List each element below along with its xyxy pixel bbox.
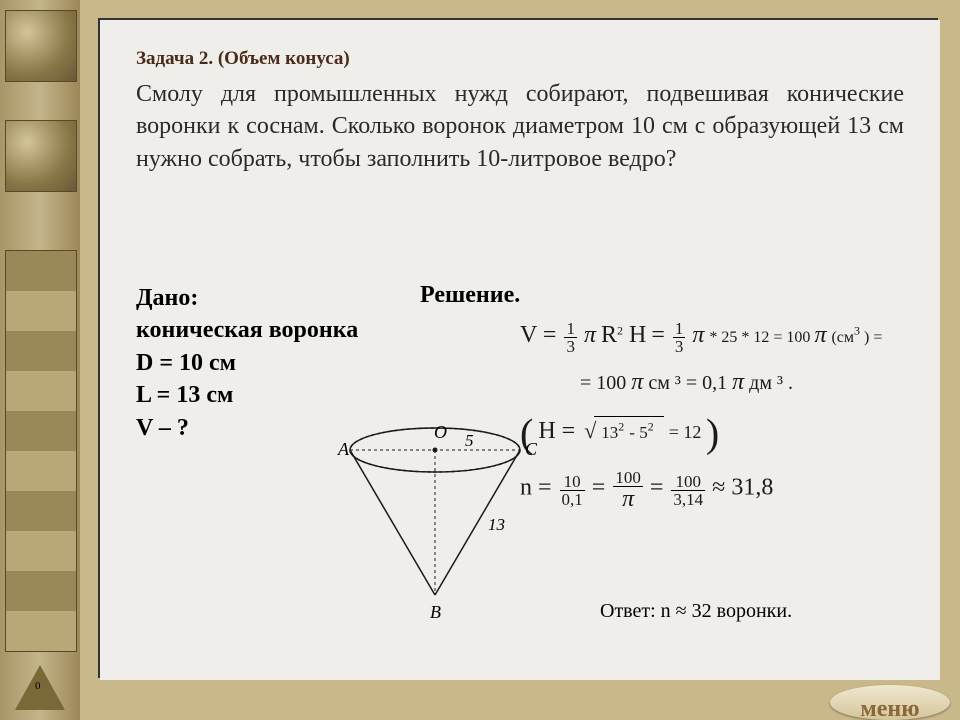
solution-body: V = 13 π R2 H = 13 π * 25 * 12 = 100 π (…	[520, 320, 882, 523]
text: см ³ = 0,1	[648, 372, 727, 394]
solution-header: Решение.	[420, 282, 520, 309]
text: ) =	[860, 329, 882, 346]
sidebar-pattern	[5, 250, 77, 652]
problem-card: Задача 2. (Объем конуса) Смолу для промы…	[100, 20, 940, 680]
text: = 100	[580, 372, 631, 394]
fraction: 100,1	[560, 473, 585, 508]
text: =	[651, 322, 671, 348]
text: - 5	[629, 423, 647, 442]
fraction: 13	[673, 320, 686, 355]
cone-diagram: A C O B 5 13	[330, 420, 550, 630]
label-A: A	[337, 439, 350, 459]
height-formula: ( H = √ 132 - 52 = 12 )	[520, 416, 882, 447]
label-radius: 5	[465, 431, 474, 450]
pi-symbol: π	[692, 322, 704, 348]
text: (см	[831, 329, 854, 346]
text: ≈ 31,8	[712, 475, 773, 501]
text: R	[601, 322, 617, 348]
text: H	[623, 322, 646, 348]
pi-symbol: π	[631, 369, 643, 395]
line2: = 100 π см ³ = 0,1 π дм ³ .	[580, 367, 882, 398]
sqrt: √ 132 - 52	[584, 417, 664, 446]
text: =	[650, 475, 670, 501]
given-item: V – ?	[136, 412, 358, 444]
pi-symbol: π	[732, 369, 744, 395]
fraction: 100π	[613, 469, 643, 511]
given-block: Дано: коническая воронка D = 10 см L = 1…	[136, 282, 358, 444]
label-B: B	[430, 602, 441, 622]
task-title: Задача 2. (Объем конуса)	[136, 48, 904, 70]
text: * 25 * 12 = 100	[709, 329, 814, 346]
volume-formula-line: V = 13 π R2 H = 13 π * 25 * 12 = 100 π (…	[520, 320, 882, 355]
sidebar-decor	[0, 0, 80, 720]
menu-button[interactable]: меню	[830, 685, 950, 720]
n-formula: n = 100,1 = 100π = 1003,14 ≈ 31,8	[520, 469, 882, 511]
problem-text: Смолу для промышленных нужд собирают, по…	[136, 78, 904, 175]
text: 13	[601, 423, 618, 442]
label-O: O	[434, 422, 447, 442]
given-header: Дано:	[136, 282, 358, 314]
pi-symbol: π	[584, 322, 596, 348]
text: дм ³ .	[749, 372, 793, 394]
triangle-icon	[15, 665, 65, 710]
fraction: 1003,14	[671, 473, 705, 508]
pi-symbol: π	[814, 322, 826, 348]
given-item: D = 10 см	[136, 347, 358, 379]
text: = 12	[669, 422, 706, 442]
answer-text: Ответ: n ≈ 32 воронки.	[600, 600, 792, 623]
text: V =	[520, 322, 562, 348]
given-item: L = 13 см	[136, 379, 358, 411]
text: =	[592, 475, 612, 501]
given-item: коническая воронка	[136, 314, 358, 346]
label-C: C	[525, 439, 538, 459]
paren-close: )	[706, 411, 719, 456]
fraction: 13	[564, 320, 577, 355]
label-slant: 13	[488, 515, 505, 534]
